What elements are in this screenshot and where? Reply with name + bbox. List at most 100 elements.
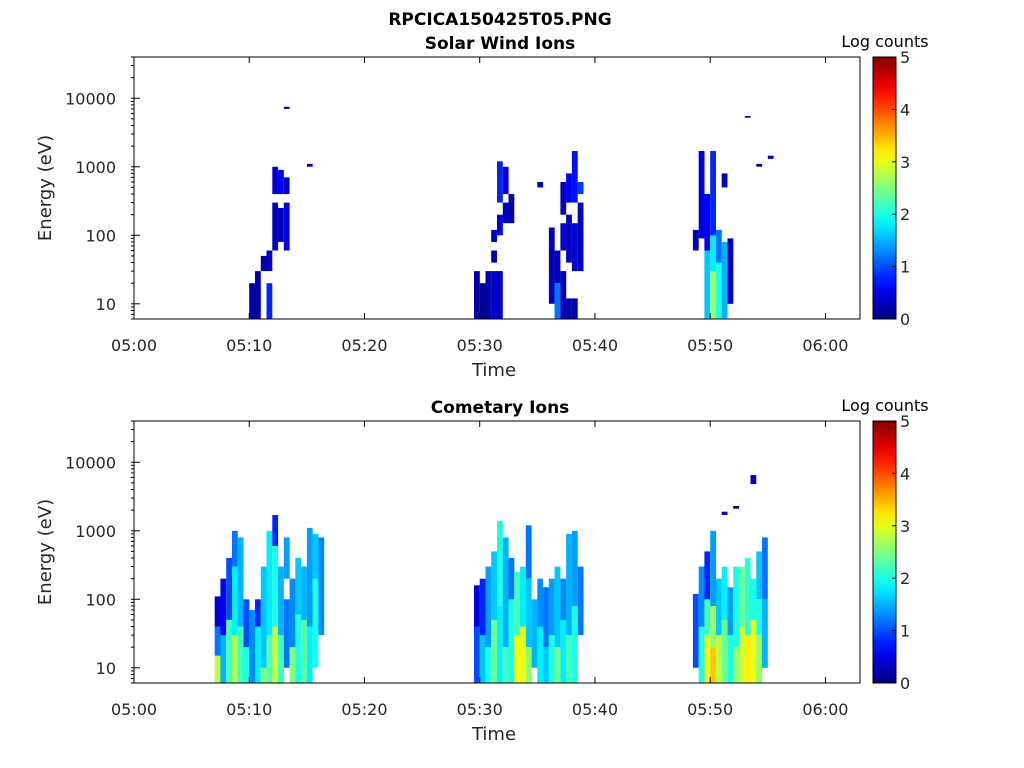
colorbar-tick-label: 1: [900, 622, 910, 641]
heatmap-cell: [260, 255, 267, 272]
heatmap-cell: [295, 558, 302, 615]
colorbar-tick-label: 3: [900, 517, 910, 536]
heatmap-cell: [272, 626, 279, 683]
x-tick-label: 05:30: [457, 700, 503, 719]
heatmap-cell: [301, 566, 307, 620]
heatmap-cell: [554, 566, 561, 648]
heatmap-cell: [243, 647, 250, 683]
heatmap-cell: [537, 182, 544, 188]
heatmap-cell: [278, 208, 284, 242]
colorbar-tick-label: 0: [900, 310, 910, 329]
heatmap-cell: [750, 619, 757, 683]
heatmap-cell: [237, 537, 244, 627]
plot-frame: [133, 56, 861, 320]
heatmap-cell: [479, 578, 486, 636]
heatmap-cell: [716, 262, 722, 319]
heatmap-cell: [312, 533, 319, 579]
heatmap-cell: [278, 635, 284, 683]
heatmap-cell: [744, 558, 751, 636]
colorbar-tick-label: 5: [900, 412, 910, 431]
heatmap-cell: [566, 533, 572, 636]
heatmap-cell: [278, 169, 284, 194]
heatmap-cells: [249, 106, 774, 319]
heatmap-cell: [554, 283, 561, 319]
heatmap-cell: [721, 241, 728, 319]
x-tick-label: 06:00: [802, 700, 848, 719]
heatmap-cell: [260, 566, 267, 668]
heatmap-cell: [710, 605, 716, 648]
heatmap-cell: [716, 578, 722, 636]
heatmap-cell: [692, 593, 699, 668]
heatmap-cell: [744, 116, 751, 118]
colorbar-label: Log counts: [841, 396, 928, 415]
heatmap-cell: [266, 283, 273, 319]
heatmap-cell: [704, 551, 711, 600]
heatmap-cell: [306, 163, 313, 167]
colorbar-label: Log counts: [841, 32, 928, 51]
heatmap-cell: [508, 558, 515, 600]
heatmap-cell: [548, 578, 555, 636]
y-tick-label: 100: [85, 590, 116, 609]
heatmap-cell: [520, 566, 526, 627]
y-axis-label: Energy (eV): [35, 135, 56, 241]
heatmap-cell: [566, 635, 572, 683]
heatmap-cell: [525, 525, 532, 579]
heatmap-cell: [220, 635, 227, 683]
panel-title: Cometary Ions: [431, 398, 570, 418]
heatmap-cell: [485, 647, 492, 683]
heatmap-cell: [577, 566, 584, 636]
heatmap-cell: [756, 599, 763, 636]
heatmap-cell: [249, 283, 255, 319]
heatmap-cell: [502, 166, 509, 195]
heatmap-cell: [756, 163, 763, 167]
heatmap-cell: [704, 635, 711, 683]
heatmap-cell: [232, 530, 238, 567]
heatmap-cell: [266, 635, 273, 683]
heatmap-cell: [537, 578, 544, 627]
panel-title: Solar Wind Ions: [425, 34, 576, 54]
heatmap-cell: [283, 106, 290, 109]
x-tick-label: 05:20: [341, 700, 387, 719]
heatmap-cell: [283, 537, 290, 579]
heatmap-cell: [744, 635, 751, 683]
heatmap-cell: [497, 161, 503, 203]
heatmap-cell: [502, 537, 509, 648]
heatmap-cell: [306, 527, 313, 627]
heatmap-cell: [312, 578, 319, 668]
heatmap-cell: [502, 202, 509, 224]
heatmap-cell: [704, 599, 711, 636]
heatmap-cell: [508, 599, 515, 683]
heatmap-cell: [548, 635, 555, 683]
heatmap-cell: [502, 647, 509, 683]
heatmap-cell: [278, 566, 284, 636]
x-tick-label: 05:50: [687, 700, 733, 719]
heatmap-cell: [214, 596, 221, 627]
y-tick-label: 10000: [65, 453, 116, 472]
colorbar-tick-label: 0: [900, 674, 910, 693]
heatmap-cell: [272, 546, 279, 627]
heatmap-cell: [721, 173, 728, 188]
heatmap-cell: [232, 566, 238, 636]
heatmap-cell: [756, 635, 763, 683]
heatmap-cell: [295, 614, 302, 683]
heatmap-cell: [266, 250, 273, 272]
heatmap-cell: [260, 667, 267, 683]
heatmap-cell: [762, 537, 768, 600]
heatmap-cell: [566, 214, 572, 263]
heatmap-cell: [721, 511, 728, 515]
heatmap-cell: [283, 177, 290, 195]
heatmap-cell: [698, 151, 705, 239]
heatmap-cell: [733, 506, 739, 509]
heatmap-cell: [491, 271, 497, 319]
plot-frame: [133, 420, 861, 684]
colorbar-tick-label: 2: [900, 569, 910, 588]
x-tick-label: 05:10: [226, 700, 272, 719]
colorbar-tick-label: 3: [900, 153, 910, 172]
heatmap-cell: [479, 283, 486, 319]
heatmap-cell: [571, 298, 578, 319]
heatmap-cell: [491, 250, 497, 263]
x-tick-label: 05:20: [341, 336, 387, 355]
heatmap-cell: [750, 475, 757, 485]
